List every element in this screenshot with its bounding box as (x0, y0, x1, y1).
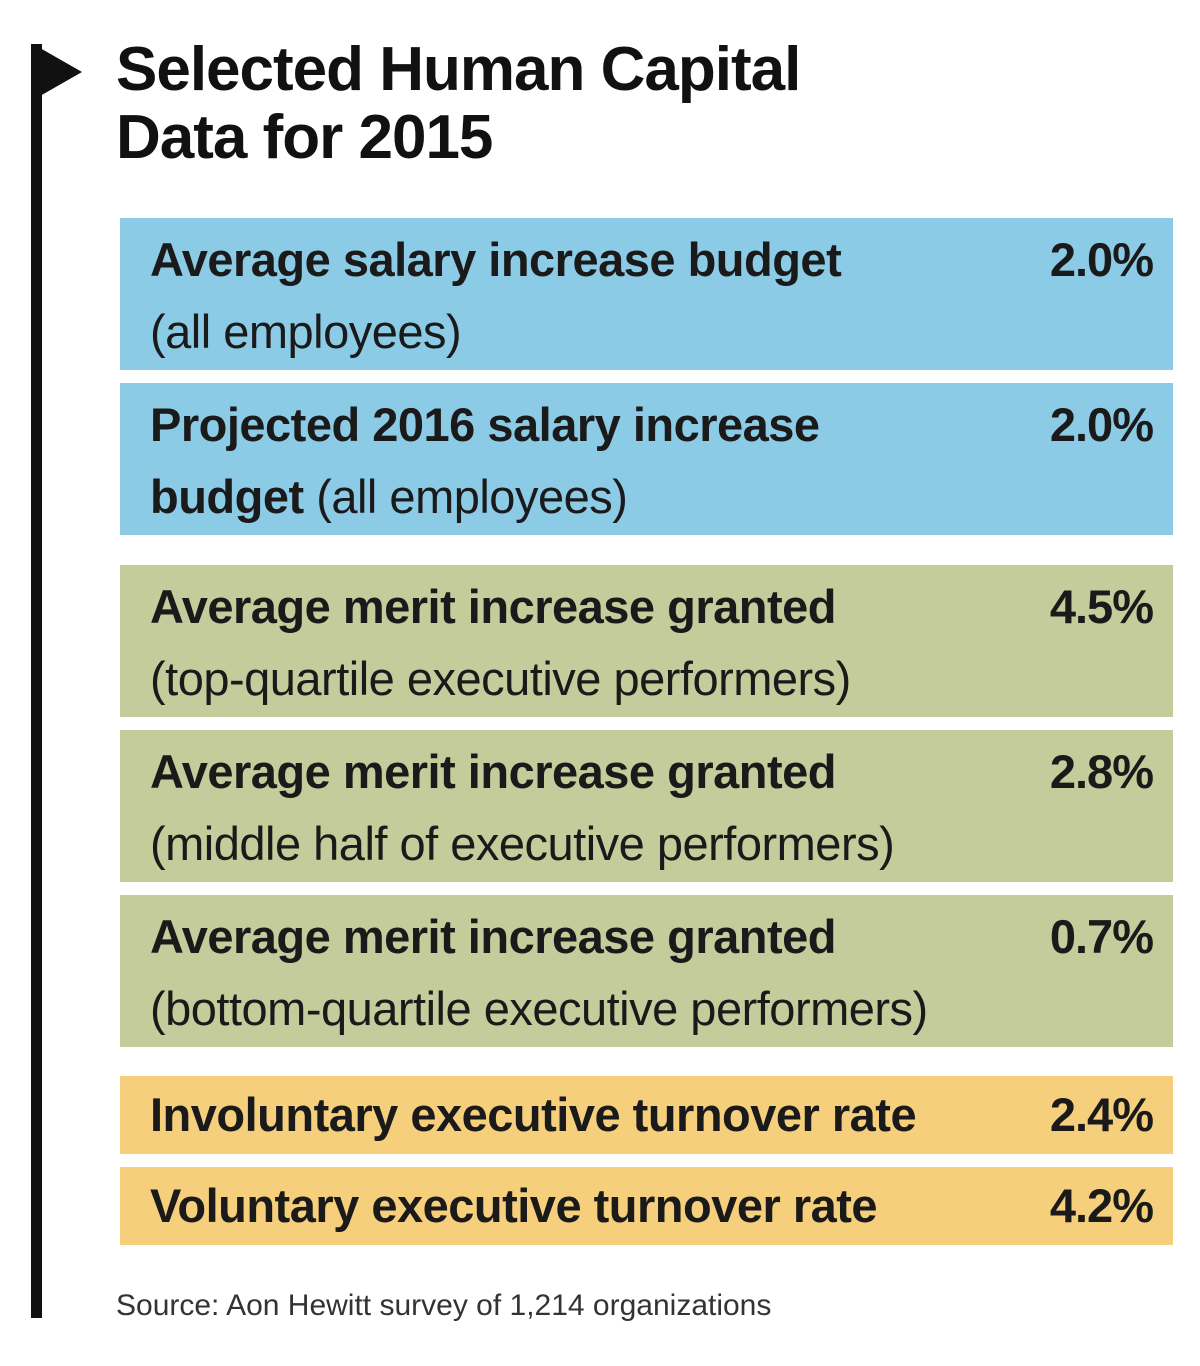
row-value: 2.0% (1049, 398, 1154, 451)
row-label: Average merit increase granted (top-quart… (150, 571, 1030, 715)
table-row: Average merit increase granted (bottom-qu… (120, 895, 1173, 1047)
row-label: Average merit increase granted (middle ha… (150, 736, 1030, 880)
row-label-main: Projected 2016 salary increase budget (150, 398, 820, 523)
table-row: Average salary increase budget (all emplo… (120, 218, 1173, 370)
table-row: Average merit increase granted (top-quart… (120, 565, 1173, 717)
chart-title: Selected Human Capital Data for 2015 (116, 36, 1016, 172)
row-label-main: Average merit increase granted (150, 745, 836, 798)
row-value: 2.0% (1049, 233, 1154, 286)
row-label-main: Involuntary executive turnover rate (150, 1088, 917, 1141)
table-row: Average merit increase granted (middle ha… (120, 730, 1173, 882)
row-label-main: Average salary increase budget (150, 233, 842, 286)
row-value: 4.5% (1049, 580, 1154, 633)
table-row: Voluntary executive turnover rate 4.2% (120, 1167, 1173, 1245)
row-label-qualifier: (middle half of executive performers) (150, 817, 895, 870)
source-note: Source: Aon Hewitt survey of 1,214 organ… (116, 1289, 772, 1322)
row-label: Average salary increase budget (all emplo… (150, 224, 1030, 368)
table-row: Projected 2016 salary increase budget (a… (120, 383, 1173, 535)
flag-pole (31, 44, 42, 1318)
row-value: 0.7% (1049, 910, 1154, 963)
flag-pennant-icon (40, 48, 82, 96)
chart-title-line-2: Data for 2015 (116, 103, 493, 172)
data-table: Average salary increase budget (all emplo… (120, 0, 1173, 1366)
row-label-main: Average merit increase granted (150, 910, 836, 963)
row-label: Voluntary executive turnover rate (150, 1167, 1030, 1245)
row-label: Involuntary executive turnover rate (150, 1076, 1030, 1154)
row-label: Average merit increase granted (bottom-qu… (150, 901, 1030, 1045)
row-value: 4.2% (1049, 1179, 1154, 1232)
table-row: Involuntary executive turnover rate 2.4% (120, 1076, 1173, 1154)
row-label-main: Voluntary executive turnover rate (150, 1179, 878, 1232)
row-label-qualifier: (top-quartile executive performers) (150, 652, 851, 705)
chart-title-line-1: Selected Human Capital (116, 35, 801, 104)
row-value: 2.4% (1049, 1088, 1154, 1141)
row-label-qualifier: (bottom-quartile executive performers) (150, 982, 928, 1035)
row-label-main: Average merit increase granted (150, 580, 836, 633)
row-label-qualifier: (all employees) (316, 470, 628, 523)
row-label-qualifier: (all employees) (150, 305, 462, 358)
row-label: Projected 2016 salary increase budget (a… (150, 389, 910, 533)
row-value: 2.8% (1049, 745, 1154, 798)
